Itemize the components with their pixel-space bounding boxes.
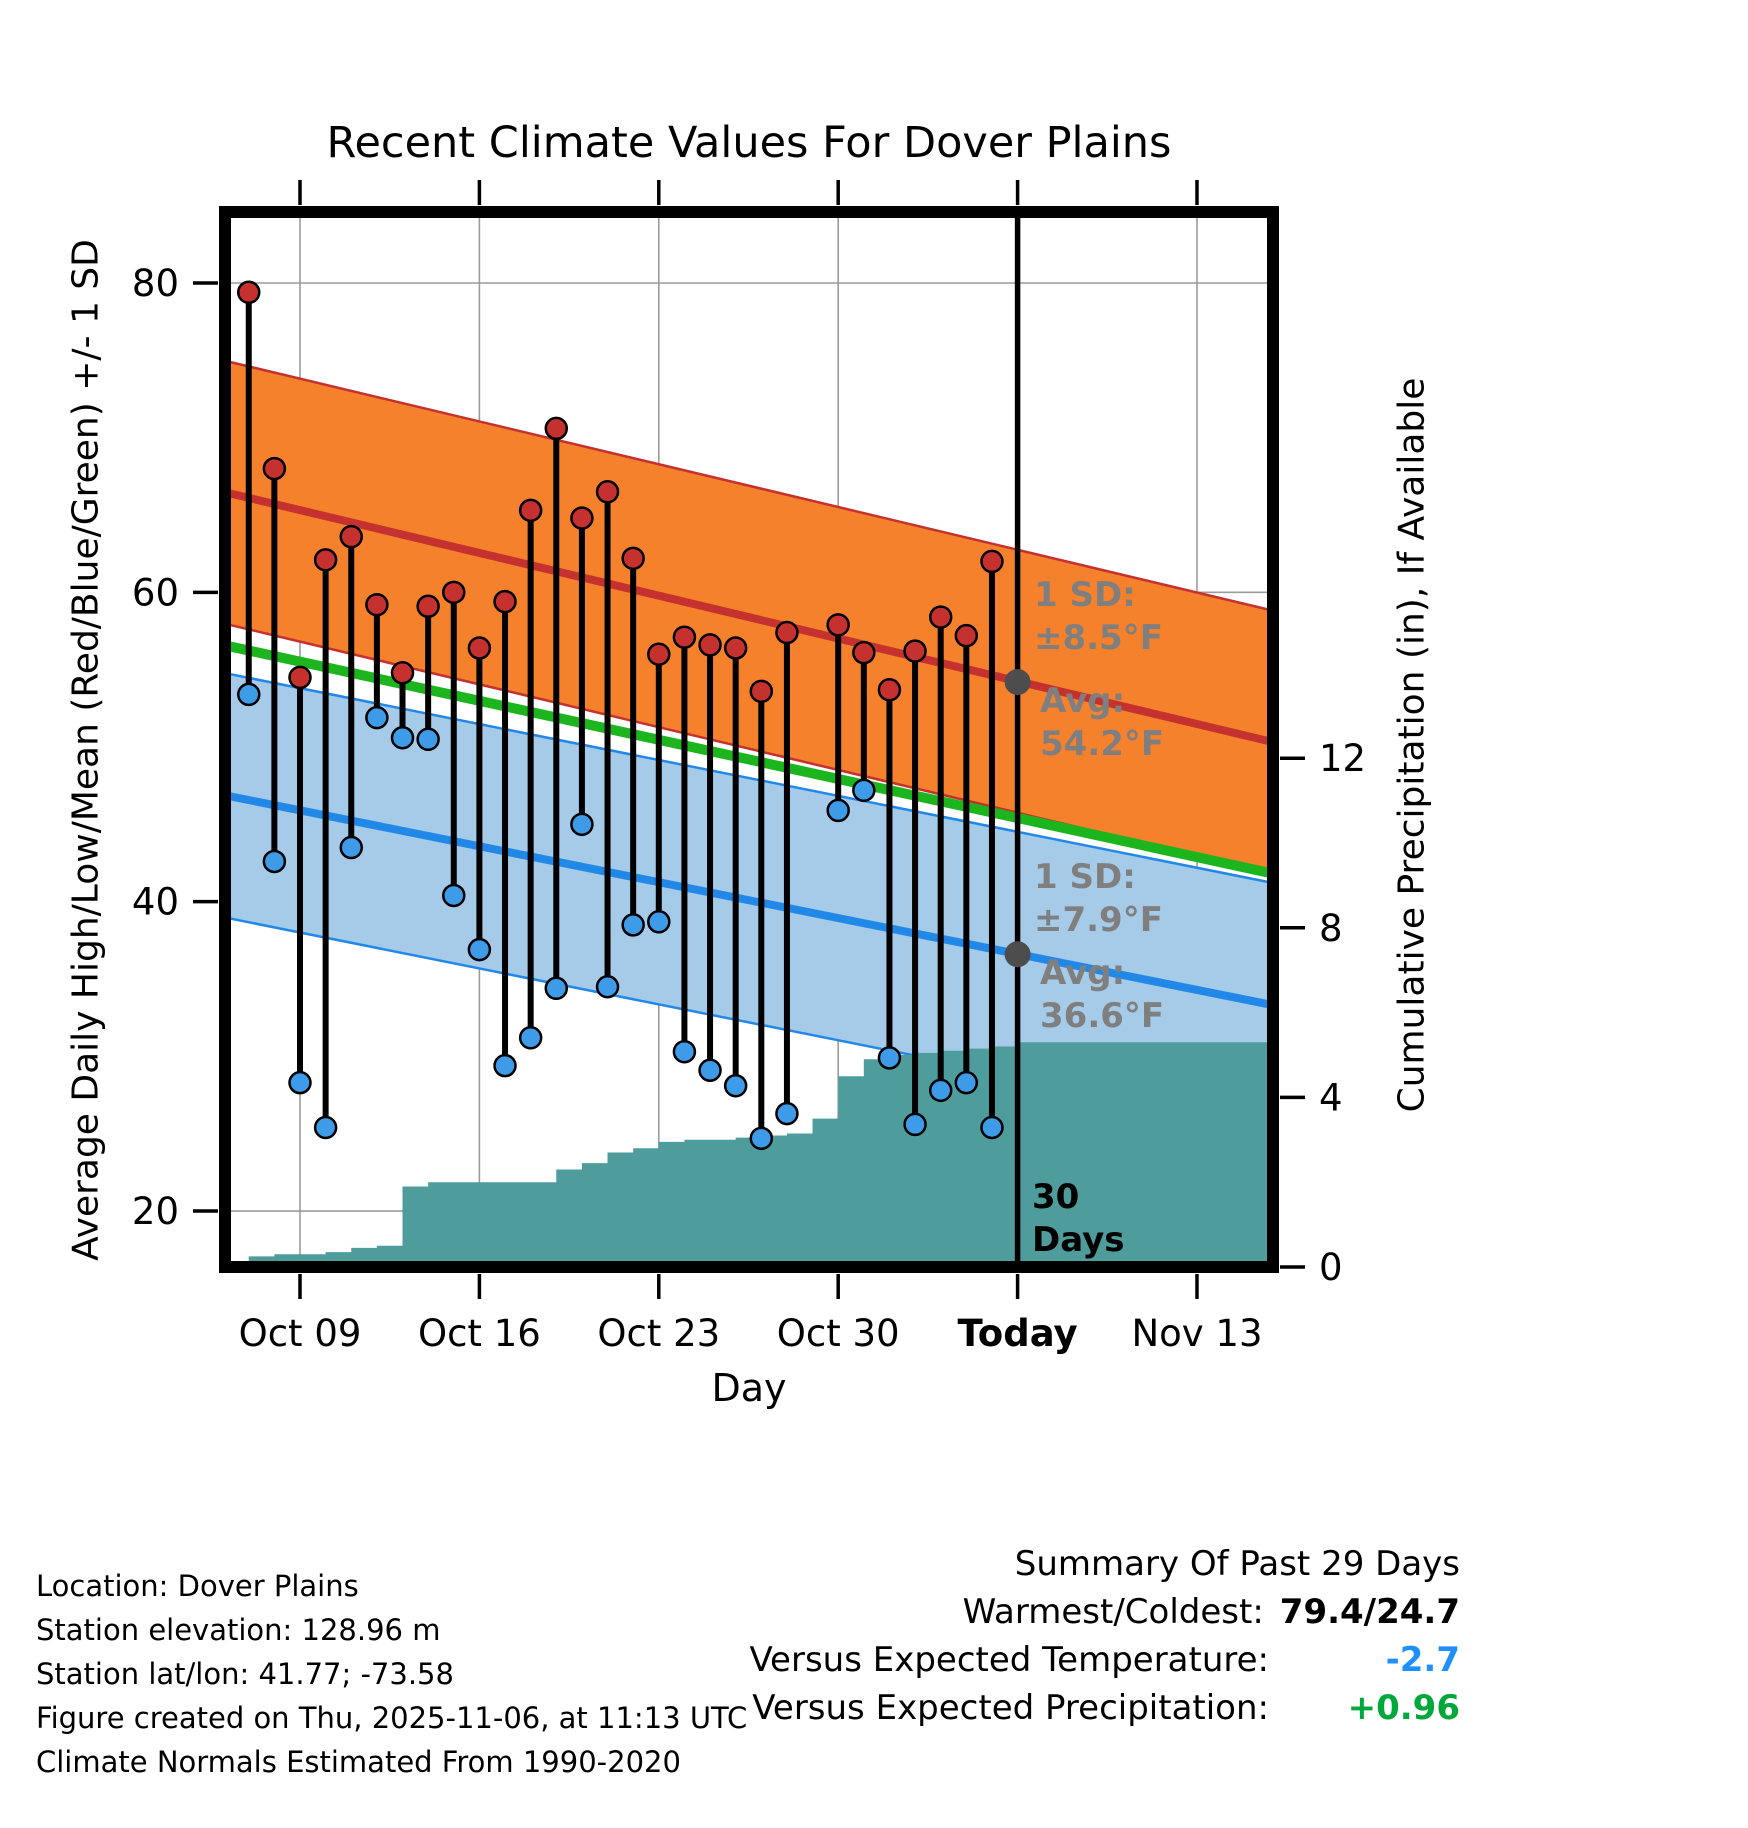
- summary-panel: Summary Of Past 29 Days Warmest/Coldest:…: [749, 1540, 1460, 1732]
- svg-text:80: 80: [132, 262, 179, 305]
- figure-title: Recent Climate Values For Dover Plains: [326, 118, 1172, 168]
- low-normal-line: [225, 791, 1273, 1010]
- svg-text:Oct 23: Oct 23: [597, 1312, 720, 1355]
- summary-label-vs-temperature: Versus Expected Temperature:: [749, 1640, 1269, 1680]
- svg-text:Avg:: Avg:: [1040, 953, 1125, 993]
- summary-value-vs-temperature: -2.7: [1385, 1640, 1460, 1680]
- station-metadata: Location: Dover Plains Station elevation…: [36, 1564, 747, 1784]
- svg-text:36.6°F: 36.6°F: [1040, 996, 1164, 1036]
- svg-text:1 SD:: 1 SD:: [1034, 857, 1136, 897]
- svg-text:54.2°F: 54.2°F: [1040, 724, 1164, 764]
- svg-text:Oct 09: Oct 09: [239, 1312, 362, 1355]
- precip-area: [225, 1042, 1273, 1267]
- svg-text:4: 4: [1319, 1076, 1343, 1119]
- svg-text:Days: Days: [1032, 1220, 1125, 1260]
- metadata-line-normals: Climate Normals Estimated From 1990-2020: [36, 1745, 681, 1779]
- metadata-line-elevation: Station elevation: 128.96 m: [36, 1613, 441, 1647]
- summary-value-vs-precipitation: +0.96: [1347, 1688, 1460, 1728]
- high-normal-line: [225, 488, 1273, 747]
- right-axis-title: Cumulative Precipitation (in), If Availa…: [1391, 377, 1433, 1113]
- plot-area: [225, 212, 1273, 1267]
- avg-high-dot: [1004, 669, 1031, 696]
- svg-text:Oct 16: Oct 16: [418, 1312, 541, 1355]
- x-axis-title: Day: [711, 1366, 787, 1410]
- metadata-line-location: Location: Dover Plains: [36, 1569, 359, 1603]
- svg-text:40: 40: [132, 881, 179, 924]
- axis-ticks: Oct 09 Oct 16 Oct 23 Oct 30 Today Nov 1380604…: [132, 180, 1366, 1355]
- svg-text:Avg:: Avg:: [1040, 681, 1125, 721]
- svg-text:±7.9°F: ±7.9°F: [1034, 900, 1163, 940]
- summary-row-vs-precipitation: Versus Expected Precipitation: +0.96: [749, 1684, 1460, 1732]
- svg-text:±8.5°F: ±8.5°F: [1034, 618, 1163, 658]
- svg-text:60: 60: [132, 571, 179, 614]
- summary-row-extremes: Warmest/Coldest: 79.4/24.7: [749, 1588, 1460, 1636]
- metadata-line-created: Figure created on Thu, 2025-11-06, at 11…: [36, 1701, 748, 1735]
- left-axis-title: Average Daily High/Low/Mean (Red/Blue/Gr…: [65, 239, 107, 1261]
- svg-text:8: 8: [1319, 907, 1343, 950]
- svg-text:30: 30: [1032, 1177, 1079, 1217]
- summary-heading: Summary Of Past 29 Days: [1014, 1544, 1460, 1584]
- daily-highs-lows: [236, 280, 1004, 1151]
- summary-row-vs-temperature: Versus Expected Temperature: -2.7: [749, 1636, 1460, 1684]
- svg-text:Today: Today: [957, 1312, 1077, 1355]
- plot-border: [219, 206, 1279, 1273]
- svg-text:20: 20: [132, 1190, 179, 1233]
- summary-label-extremes: Warmest/Coldest:: [962, 1592, 1264, 1632]
- summary-value-extremes: 79.4/24.7: [1279, 1592, 1460, 1632]
- svg-text:1 SD:: 1 SD:: [1034, 575, 1136, 615]
- svg-text:Oct 30: Oct 30: [777, 1312, 900, 1355]
- svg-text:12: 12: [1319, 737, 1366, 780]
- svg-text:0: 0: [1319, 1246, 1343, 1289]
- svg-text:Nov 13: Nov 13: [1131, 1312, 1262, 1355]
- metadata-line-latlon: Station lat/lon: 41.77; -73.58: [36, 1657, 454, 1691]
- avg-low-dot: [1004, 941, 1031, 968]
- summary-label-vs-precipitation: Versus Expected Precipitation:: [752, 1688, 1269, 1728]
